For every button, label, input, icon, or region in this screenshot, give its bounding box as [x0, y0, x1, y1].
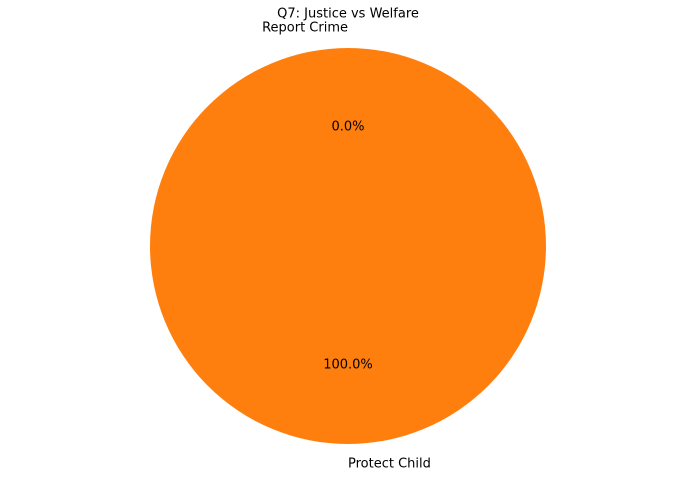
slice-label: Report Crime [262, 21, 348, 36]
value-label: 0.0% [331, 120, 364, 135]
value-label: 100.0% [323, 357, 373, 372]
chart-title: Q7: Justice vs Welfare [277, 7, 419, 22]
pie-slice [150, 48, 546, 444]
slice-label: Protect Child [348, 456, 431, 471]
